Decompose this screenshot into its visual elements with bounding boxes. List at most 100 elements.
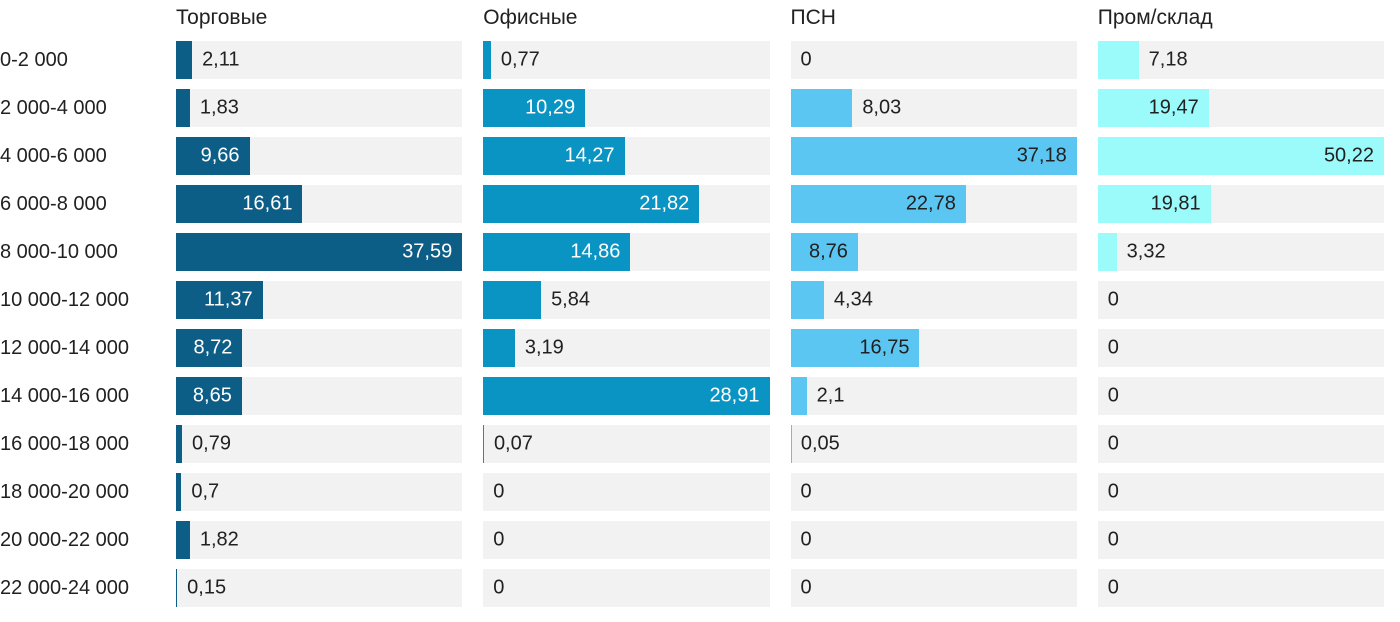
bar-track: 0 — [1097, 521, 1384, 559]
row-label: 16 000-18 000 — [0, 433, 130, 455]
bar-value-label: 21,82 — [639, 192, 690, 215]
bar-track: 0,07 — [483, 425, 770, 463]
bar-track: 8,03 — [790, 89, 1077, 127]
bar-value-label: 0 — [1107, 432, 1119, 455]
bar — [176, 89, 190, 127]
bar — [176, 473, 182, 511]
bar-track: 1,83 — [176, 89, 463, 127]
bar-value-label: 3,19 — [524, 336, 564, 359]
bar — [176, 281, 263, 319]
bar-track: 9,66 — [176, 137, 463, 175]
column-header-psn: ПСН — [790, 6, 836, 29]
bar-track: 2,11 — [176, 41, 463, 79]
bar-track: 19,47 — [1097, 89, 1384, 127]
bar-track: 0,79 — [176, 425, 463, 463]
bar-track: 1,82 — [176, 521, 463, 559]
bar-value-label: 10,29 — [525, 96, 576, 119]
bar-value-label: 2,1 — [816, 384, 845, 407]
bar-track: 28,91 — [483, 377, 770, 415]
bar-value-label: 7,18 — [1148, 48, 1188, 71]
bar — [483, 137, 625, 175]
bar — [790, 425, 792, 463]
bar — [176, 137, 250, 175]
column-header-torgovye: Торговые — [176, 6, 268, 29]
bar-value-label: 0 — [1107, 336, 1119, 359]
row-label: 18 000-20 000 — [0, 481, 130, 503]
bar-value-label: 9,66 — [200, 144, 240, 167]
bar-value-label: 0 — [800, 480, 812, 503]
row-label: 22 000-24 000 — [0, 577, 130, 599]
bar — [176, 521, 190, 559]
bar-value-label: 1,82 — [199, 528, 239, 551]
bar-value-label: 37,59 — [402, 240, 453, 263]
bar — [1097, 185, 1211, 223]
bar-value-label: 0 — [493, 480, 505, 503]
bar — [790, 233, 858, 271]
bar-value-label: 37,18 — [1016, 144, 1067, 167]
rates-distribution-bar-chart: Торговые Офисные ПСН Пром/склад 0-2 000 2… — [0, 6, 1384, 607]
row-label: 12 000-14 000 — [0, 337, 130, 359]
bar-value-label: 14,27 — [564, 144, 615, 167]
bar-value-label: 16,61 — [242, 192, 293, 215]
bar-track: 21,82 — [483, 185, 770, 223]
bar — [1097, 41, 1139, 79]
bar — [483, 377, 770, 415]
bar-track: 19,81 — [1097, 185, 1384, 223]
bar — [790, 185, 966, 223]
bar-track: 0 — [1097, 329, 1384, 367]
bar-track: 0 — [483, 473, 770, 511]
bar-track: 50,22 — [1097, 137, 1384, 175]
bar-track: 0 — [1097, 569, 1384, 607]
bar-track: 0,7 — [176, 473, 463, 511]
bar-track: 8,65 — [176, 377, 463, 415]
bar-value-label: 0 — [800, 48, 812, 71]
bar-track: 0 — [483, 521, 770, 559]
bar-track: 0 — [790, 521, 1077, 559]
bar-value-label: 0,7 — [191, 480, 220, 503]
bar-value-label: 11,37 — [204, 288, 253, 311]
bar-track: 3,32 — [1097, 233, 1384, 271]
bar-value-label: 0,05 — [800, 432, 840, 455]
bar-track: 10,29 — [483, 89, 770, 127]
bar-track: 0 — [790, 41, 1077, 79]
bar — [176, 233, 463, 271]
bar — [790, 137, 1077, 175]
bar — [483, 281, 542, 319]
bar-track: 0 — [483, 569, 770, 607]
bar — [483, 329, 515, 367]
row-label: 2 000-4 000 — [0, 97, 107, 119]
bar — [790, 281, 824, 319]
row-label: 10 000-12 000 — [0, 289, 130, 311]
bar-value-label: 8,72 — [193, 336, 233, 359]
bar-value-label: 8,65 — [192, 384, 232, 407]
bar-value-label: 2,11 — [202, 48, 240, 71]
bar-track: 0 — [790, 473, 1077, 511]
bar — [483, 185, 700, 223]
bar-value-label: 1,83 — [199, 96, 239, 119]
bar-value-label: 0 — [493, 528, 505, 551]
bar-track: 8,72 — [176, 329, 463, 367]
bar-track: 8,76 — [790, 233, 1077, 271]
bar-track: 7,18 — [1097, 41, 1384, 79]
bar-track: 0,15 — [176, 569, 463, 607]
bar-value-label: 0 — [800, 576, 812, 599]
bar-track: 2,1 — [790, 377, 1077, 415]
row-label: 4 000-6 000 — [0, 145, 107, 167]
bar-track: 0 — [790, 569, 1077, 607]
bar-track: 0,05 — [790, 425, 1077, 463]
bar-track: 0 — [1097, 425, 1384, 463]
bar-track: 0 — [1097, 377, 1384, 415]
bar-value-label: 4,34 — [833, 288, 873, 311]
bar-value-label: 5,84 — [551, 288, 590, 311]
bar-track: 37,18 — [790, 137, 1077, 175]
bar — [1097, 233, 1117, 271]
bar — [483, 89, 586, 127]
bar-value-label: 0 — [1107, 288, 1119, 311]
bar-value-label: 19,81 — [1150, 192, 1201, 215]
bar — [1097, 137, 1384, 175]
bar-value-label: 8,76 — [809, 240, 848, 263]
bar — [483, 41, 491, 79]
bar-value-label: 14,86 — [570, 240, 621, 263]
row-label: 0-2 000 — [0, 49, 68, 71]
bar-track: 16,61 — [176, 185, 463, 223]
